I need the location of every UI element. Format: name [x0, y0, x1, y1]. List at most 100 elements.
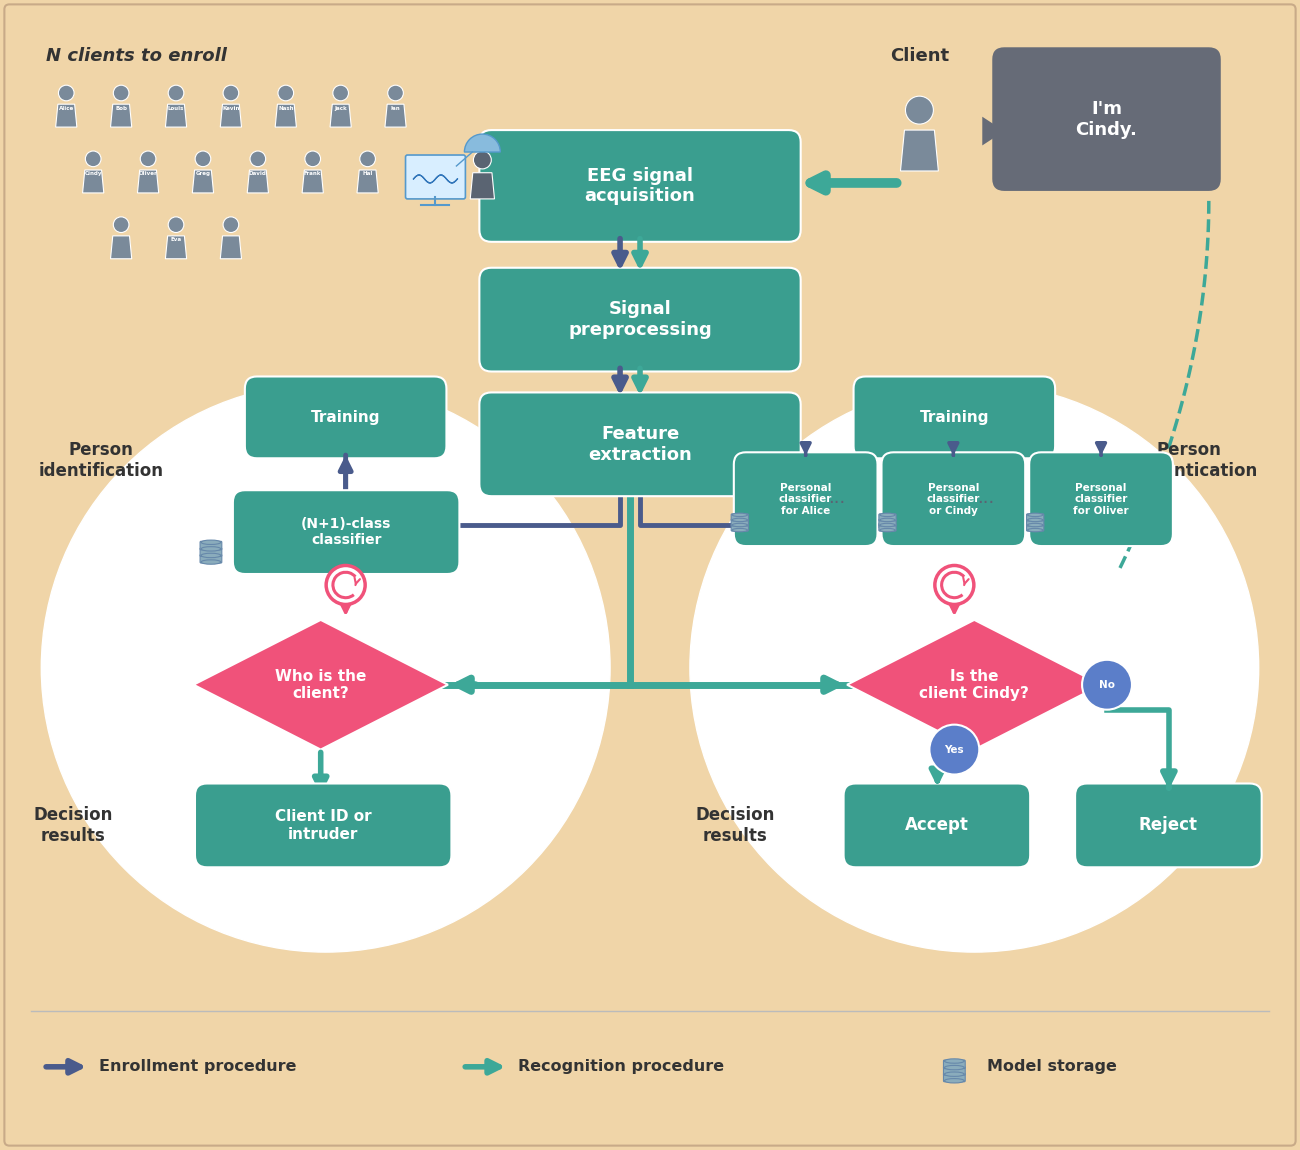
Text: Decision
results: Decision results	[34, 806, 113, 845]
Text: Nash: Nash	[278, 106, 294, 110]
Circle shape	[473, 151, 491, 169]
Text: Bob: Bob	[116, 106, 127, 110]
Polygon shape	[165, 105, 187, 128]
Ellipse shape	[945, 1065, 965, 1070]
FancyBboxPatch shape	[1027, 514, 1044, 521]
Circle shape	[333, 85, 348, 101]
Text: Kevin: Kevin	[222, 106, 239, 110]
Polygon shape	[247, 170, 269, 193]
Text: Frank: Frank	[304, 171, 321, 176]
Text: Oliver: Oliver	[139, 171, 157, 176]
FancyBboxPatch shape	[233, 490, 459, 574]
Polygon shape	[194, 620, 448, 750]
Text: Reject: Reject	[1139, 816, 1197, 835]
Circle shape	[935, 566, 974, 605]
FancyBboxPatch shape	[1027, 519, 1044, 526]
Text: Person
identification: Person identification	[39, 440, 164, 480]
Text: Model storage: Model storage	[987, 1059, 1117, 1074]
Circle shape	[113, 85, 129, 101]
Polygon shape	[138, 170, 159, 193]
Text: N clients to enroll: N clients to enroll	[47, 47, 228, 66]
FancyBboxPatch shape	[200, 554, 222, 564]
Circle shape	[168, 217, 183, 232]
Ellipse shape	[1027, 519, 1043, 522]
Text: Accept: Accept	[905, 816, 968, 835]
Polygon shape	[848, 620, 1101, 750]
Circle shape	[86, 151, 101, 167]
Text: Client: Client	[891, 47, 949, 66]
FancyBboxPatch shape	[1027, 524, 1044, 531]
Circle shape	[930, 724, 979, 774]
Ellipse shape	[732, 519, 748, 522]
Text: Recognition procedure: Recognition procedure	[519, 1059, 724, 1074]
FancyBboxPatch shape	[480, 392, 801, 496]
FancyBboxPatch shape	[200, 542, 222, 550]
Circle shape	[42, 383, 610, 952]
Ellipse shape	[202, 540, 221, 544]
Ellipse shape	[880, 513, 896, 516]
Text: Ian: Ian	[391, 106, 400, 110]
Polygon shape	[901, 130, 939, 171]
Text: Alice: Alice	[58, 106, 74, 110]
Polygon shape	[276, 105, 296, 128]
Circle shape	[278, 85, 294, 101]
FancyBboxPatch shape	[944, 1066, 965, 1075]
Ellipse shape	[945, 1059, 965, 1064]
Polygon shape	[220, 105, 242, 128]
Ellipse shape	[1027, 523, 1043, 527]
Text: Training: Training	[311, 409, 381, 424]
Text: Client ID or
intruder: Client ID or intruder	[274, 810, 372, 842]
Text: Jack: Jack	[334, 106, 347, 110]
Text: (N+1)-class
classifier: (N+1)-class classifier	[302, 518, 391, 547]
Text: Greg: Greg	[195, 171, 211, 176]
Ellipse shape	[202, 546, 221, 551]
Text: Personal
classifier
for Oliver: Personal classifier for Oliver	[1074, 483, 1128, 516]
Text: Personal
classifier
or Cindy: Personal classifier or Cindy	[927, 483, 980, 516]
Circle shape	[224, 217, 239, 232]
Polygon shape	[56, 105, 77, 128]
Polygon shape	[111, 236, 131, 259]
FancyBboxPatch shape	[733, 452, 878, 546]
Circle shape	[360, 151, 376, 167]
FancyBboxPatch shape	[1030, 452, 1173, 546]
Polygon shape	[111, 105, 131, 128]
Polygon shape	[220, 236, 242, 259]
Circle shape	[168, 85, 183, 101]
Circle shape	[113, 217, 129, 232]
FancyBboxPatch shape	[480, 268, 801, 371]
Text: Cindy: Cindy	[84, 171, 101, 176]
Ellipse shape	[945, 1072, 965, 1076]
Polygon shape	[83, 170, 104, 193]
FancyBboxPatch shape	[879, 514, 896, 521]
FancyBboxPatch shape	[200, 547, 222, 557]
FancyBboxPatch shape	[731, 514, 749, 521]
Circle shape	[195, 151, 211, 167]
Text: David: David	[248, 171, 266, 176]
Circle shape	[58, 85, 74, 101]
FancyBboxPatch shape	[731, 524, 749, 531]
Polygon shape	[330, 105, 351, 128]
Circle shape	[326, 566, 365, 605]
Text: Decision
results: Decision results	[696, 806, 775, 845]
Circle shape	[906, 97, 933, 124]
Polygon shape	[165, 236, 187, 259]
FancyBboxPatch shape	[879, 524, 896, 531]
Polygon shape	[983, 116, 1004, 145]
Circle shape	[224, 85, 239, 101]
Ellipse shape	[880, 528, 896, 531]
Polygon shape	[471, 172, 494, 199]
Text: Eva: Eva	[170, 237, 182, 243]
Ellipse shape	[1027, 513, 1043, 516]
Ellipse shape	[945, 1079, 965, 1083]
Text: Signal
preprocessing: Signal preprocessing	[568, 300, 712, 339]
Text: Training: Training	[919, 409, 989, 424]
Text: No: No	[1098, 680, 1115, 690]
FancyBboxPatch shape	[480, 130, 801, 242]
Text: Hal: Hal	[363, 171, 373, 176]
FancyBboxPatch shape	[195, 783, 451, 867]
Text: Yes: Yes	[945, 744, 965, 754]
FancyBboxPatch shape	[944, 1073, 965, 1082]
Ellipse shape	[732, 513, 748, 516]
Wedge shape	[464, 135, 500, 152]
FancyBboxPatch shape	[731, 519, 749, 526]
